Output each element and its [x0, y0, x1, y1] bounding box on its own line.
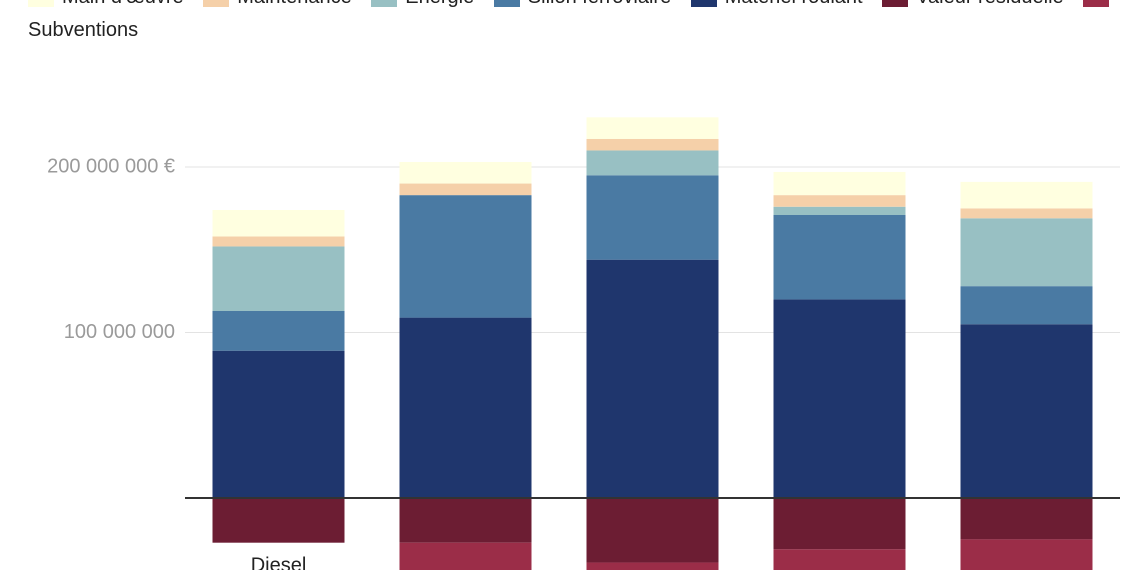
- bar-segment: [773, 498, 906, 550]
- bar-segment: [212, 498, 345, 543]
- legend-label: Main d'œuvre: [62, 0, 184, 8]
- bar-segment: [960, 539, 1093, 570]
- legend-swatch: [882, 0, 909, 7]
- bar-segment: [960, 218, 1093, 287]
- legend-swatch: [690, 0, 717, 7]
- bar-segment: [586, 562, 719, 570]
- legend-item: Matériel roulant: [690, 0, 863, 8]
- bar-segment: [960, 324, 1093, 499]
- legend-swatch: [371, 0, 398, 7]
- bar-segment: [586, 498, 719, 563]
- legend-label: Sillon ferroviaire: [528, 0, 671, 8]
- bar-segment: [586, 138, 719, 151]
- bar-segment: [399, 542, 532, 570]
- bar-segment: [586, 259, 719, 499]
- legend-item: Subventions: [28, 0, 1117, 41]
- bar-segment: [960, 498, 1093, 540]
- bar-segment: [212, 350, 345, 499]
- legend-label: Valeur résiduelle: [916, 0, 1064, 8]
- bar-segment: [773, 214, 906, 300]
- bar-segment: [399, 195, 532, 318]
- legend-item: Main d'œuvre: [28, 0, 184, 8]
- legend-item: Maintenance: [203, 0, 352, 8]
- bar-segment: [960, 181, 1093, 209]
- y-tick-label: 100 000 000: [64, 321, 175, 343]
- bar-segment: [773, 549, 906, 570]
- bar-segment: [586, 175, 719, 260]
- bar-segment: [212, 310, 345, 351]
- bar-segment: [399, 162, 532, 184]
- bar-segment: [586, 150, 719, 176]
- bar-segment: [773, 171, 906, 196]
- legend-label: Maintenance: [237, 0, 352, 8]
- bar-segment: [399, 317, 532, 499]
- bar-segment: [212, 246, 345, 311]
- legend-item: Énergie: [371, 0, 474, 8]
- bar-segment: [399, 498, 532, 543]
- bar-segment: [212, 236, 345, 247]
- legend: Main d'œuvre Maintenance Énergie Sillon …: [28, 0, 1118, 47]
- legend-swatch: [493, 0, 520, 7]
- bar-segment: [399, 183, 532, 196]
- bar-segment: [960, 286, 1093, 325]
- legend-swatch: [203, 0, 230, 7]
- bar-segment: [586, 117, 719, 139]
- x-tick-label: Diesel: [251, 554, 307, 570]
- legend-swatch: [28, 0, 54, 7]
- bar-segment: [773, 206, 906, 215]
- legend-label: Subventions: [28, 19, 139, 41]
- legend-label: Matériel roulant: [725, 0, 863, 8]
- y-tick-label: 200 000 000 €: [47, 155, 175, 177]
- legend-swatch: [1083, 0, 1110, 7]
- bar-segment: [773, 299, 906, 499]
- legend-item: Valeur résiduelle: [882, 0, 1064, 8]
- bar-segment: [212, 210, 345, 237]
- bar-segment: [960, 208, 1093, 219]
- bar-segment: [773, 195, 906, 207]
- legend-label: Énergie: [405, 0, 474, 8]
- legend-item: Sillon ferroviaire: [493, 0, 671, 8]
